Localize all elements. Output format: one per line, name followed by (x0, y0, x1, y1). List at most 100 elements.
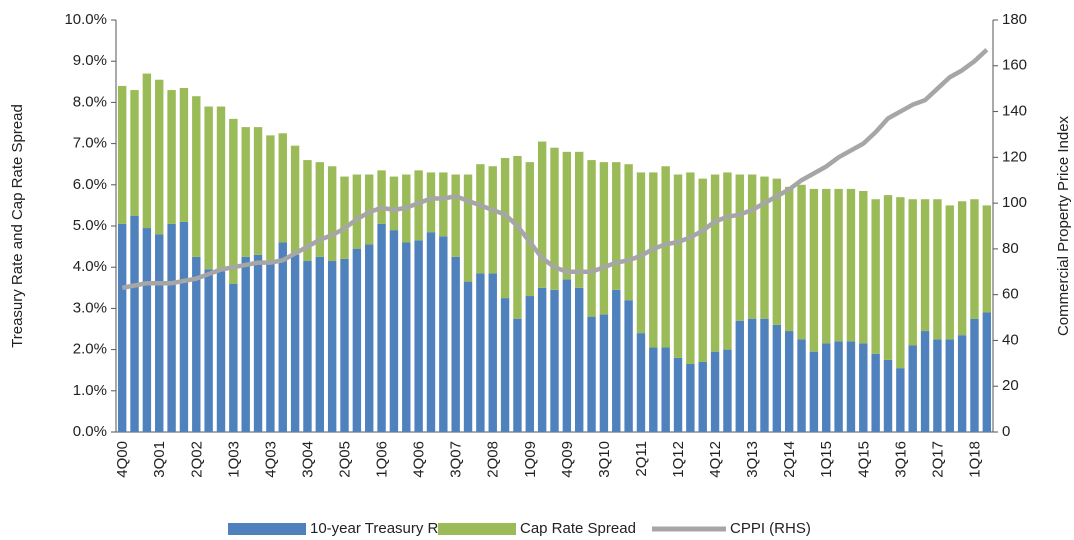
bar-segment (476, 273, 485, 432)
bar-segment (710, 351, 720, 432)
y-tick-label: 2.0% (73, 341, 107, 358)
bar-segment (142, 73, 152, 229)
bar-segment (920, 199, 930, 332)
bar-segment (747, 174, 757, 319)
bar-segment (439, 236, 448, 432)
y2-axis-title: Commercial Property Price Index (1055, 115, 1072, 336)
x-tick-label: 3Q07 (448, 441, 465, 478)
bar-segment (649, 172, 658, 348)
y2-tick-label: 80 (1002, 240, 1019, 257)
y-tick-label: 7.0% (73, 135, 107, 152)
bar-segment (723, 349, 732, 432)
bar-segment (117, 223, 127, 432)
bar-segment (167, 223, 176, 432)
bar-segment (327, 261, 337, 432)
bar-segment (661, 166, 670, 348)
bar-segment (303, 261, 312, 432)
bar-segment (809, 351, 819, 432)
bar-segment (340, 176, 349, 259)
bar-segment (846, 341, 856, 432)
y2-tick-label: 100 (1002, 194, 1027, 211)
bar-segment (340, 258, 349, 432)
line (121, 48, 989, 291)
bar-segment (537, 287, 547, 432)
bar-segment (513, 318, 522, 432)
bar-segment (735, 320, 744, 432)
bar-segment (117, 85, 127, 224)
bar-segment (784, 331, 794, 432)
bar-segment (784, 186, 794, 332)
legend-swatch (228, 523, 306, 535)
bar-segment (562, 151, 572, 280)
bar-segment (513, 155, 522, 319)
bar-segment (253, 127, 263, 255)
bar-segment (327, 166, 337, 262)
x-tick-label: 4Q15 (855, 441, 872, 478)
bar-segment (859, 343, 868, 432)
bar-segment (624, 300, 633, 432)
bar-segment (451, 174, 460, 257)
x-tick-label: 4Q00 (114, 441, 131, 478)
x-tick-label: 1Q12 (670, 441, 687, 478)
bar-segment (933, 339, 942, 432)
x-tick-label: 4Q12 (707, 441, 724, 478)
bar-segment (846, 188, 856, 342)
y2-tick-label: 120 (1002, 148, 1027, 165)
bar-segment (365, 174, 374, 245)
bar-segment (253, 254, 263, 432)
bar-segment (982, 312, 992, 432)
bar-segment (636, 172, 646, 334)
legend-swatch (438, 523, 516, 535)
bar-segment (192, 256, 201, 432)
bar-segment (945, 339, 954, 432)
bar-segment (587, 160, 596, 317)
bar-segment (587, 316, 596, 432)
bar-segment (266, 135, 275, 262)
bar-segment (673, 174, 683, 358)
bar-segment (698, 361, 707, 432)
bar-segment (525, 296, 534, 432)
bar-segment (303, 160, 312, 262)
bar-segment (389, 176, 399, 231)
y2-tick-label: 60 (1002, 286, 1019, 303)
bar-segment (278, 242, 287, 432)
bar-segment (290, 145, 300, 255)
bar-segment (426, 232, 436, 432)
bar-segment (599, 162, 609, 315)
bar-segment (723, 172, 732, 350)
bar-segment (167, 90, 176, 224)
bar-segment (192, 96, 201, 257)
bar-segment (315, 256, 325, 432)
bar-segment (550, 289, 559, 432)
bar-segment (920, 331, 930, 432)
bar-segment (389, 230, 399, 432)
y2-tick-label: 160 (1002, 57, 1027, 74)
bar-segment (290, 254, 300, 432)
bar-segment (945, 205, 954, 340)
x-tick-label: 3Q10 (596, 441, 613, 478)
bar-segment (451, 256, 460, 432)
bar-segment (377, 170, 386, 224)
bar-segment (488, 166, 497, 274)
bar-segment (612, 289, 621, 432)
y-tick-label: 10.0% (64, 11, 107, 28)
bar-segment (130, 90, 139, 216)
bar-segment (179, 221, 189, 432)
bar-segment (550, 147, 559, 290)
bar-segment (982, 205, 992, 313)
bar-segment (216, 271, 226, 432)
bar-segment (229, 283, 238, 432)
y2-tick-label: 20 (1002, 377, 1019, 394)
bar-segment (871, 199, 880, 354)
bar-segment (525, 162, 534, 297)
bar-segment (957, 201, 967, 336)
bar-segment (575, 151, 584, 288)
bar-segment (402, 242, 411, 432)
x-tick-label: 1Q06 (374, 441, 391, 478)
bar-segment (957, 335, 967, 432)
bar-segment (155, 79, 164, 235)
bar-segment (439, 172, 448, 237)
bar-segment (241, 256, 250, 432)
x-tick-label: 2Q17 (929, 441, 946, 478)
